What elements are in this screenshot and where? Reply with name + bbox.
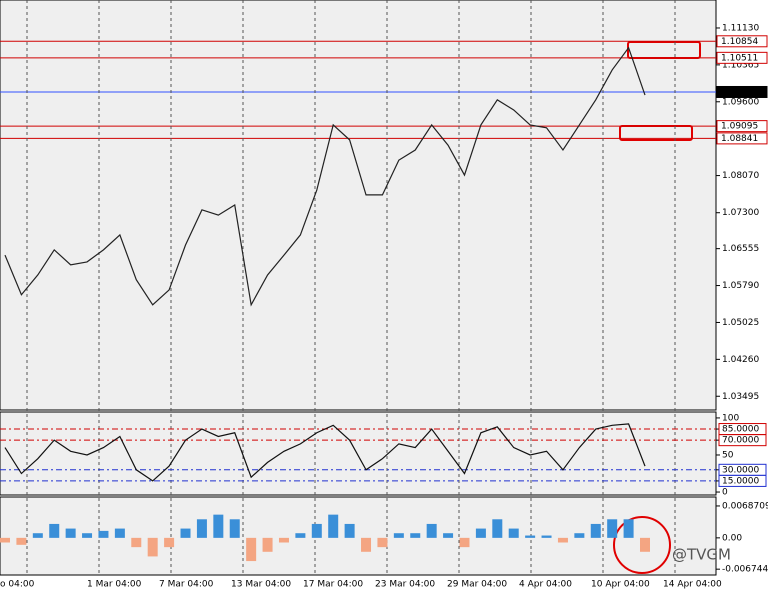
histogram-bar [262, 537, 273, 552]
y-tick-label: 1.09600 [722, 97, 759, 107]
watermark: @TVGM [672, 546, 731, 564]
y-tick-label: 1.03495 [722, 392, 759, 402]
histogram-bar [443, 533, 454, 538]
x-tick-label: 13 Mar 04:00 [231, 580, 291, 590]
histogram-bar [393, 533, 404, 538]
histogram-bar [196, 519, 207, 538]
x-tick-label: o 04:00 [0, 580, 35, 590]
y-tick-label: 1.11130 [722, 23, 759, 33]
y-tick-label: 30.0000 [722, 465, 759, 475]
histogram-bar [311, 523, 322, 538]
histogram-bar [426, 523, 437, 538]
y-tick-label: 100 [722, 413, 739, 423]
x-tick-label: 17 Mar 04:00 [303, 580, 363, 590]
level-label-box [716, 85, 768, 98]
y-tick-label: 0.00 [722, 533, 742, 543]
x-tick-label: 23 Mar 04:00 [375, 580, 435, 590]
histogram-bar [114, 528, 125, 538]
histogram-bar [49, 523, 60, 538]
annotation-circle [613, 516, 671, 574]
x-tick-label: 10 Apr 04:00 [591, 580, 650, 590]
line-series [4, 423, 646, 482]
y-tick-label: 15.0000 [722, 476, 759, 486]
histogram-bar [131, 537, 142, 548]
histogram-bar [623, 519, 634, 538]
histogram-bar [361, 537, 372, 552]
histogram-bar [459, 537, 470, 548]
level-label-box [716, 51, 768, 64]
histogram-bar [98, 530, 109, 538]
histogram-bar [213, 514, 224, 538]
y-tick-label: 1.06555 [722, 244, 759, 254]
x-tick-label: 7 Mar 04:00 [159, 580, 214, 590]
y-tick-label: 1.04260 [722, 355, 759, 365]
histogram-bar [640, 537, 650, 552]
y-tick-label: 70.0000 [722, 436, 759, 446]
x-tick-label: 1 Mar 04:00 [87, 580, 142, 590]
level-label-box [716, 35, 768, 48]
histogram-bar [557, 537, 568, 543]
histogram-bar [344, 523, 355, 538]
histogram-bar [65, 528, 76, 538]
histogram-bar [229, 519, 240, 538]
histogram-bar [574, 533, 585, 538]
y-tick-label: 1.05790 [722, 281, 759, 291]
level-label-box [718, 434, 767, 447]
level-label: 1.10511 [721, 53, 758, 63]
histogram-bar [147, 537, 158, 557]
level-label: 1.08841 [721, 134, 758, 144]
level-label: 1.10854 [721, 37, 758, 47]
line-series [4, 46, 646, 307]
histogram-bar [16, 537, 27, 545]
histogram-bar [278, 537, 289, 543]
level-label: 1.09095 [721, 122, 758, 132]
y-tick-label: 1.07300 [722, 208, 759, 218]
level-label-box [718, 474, 767, 487]
y-tick-label: 0 [722, 488, 728, 498]
histogram-bar [246, 537, 257, 562]
histogram-bar [82, 533, 93, 538]
y-tick-label: 85.0000 [722, 425, 759, 435]
histogram-bar [410, 533, 421, 538]
histogram-bar [492, 519, 503, 538]
histogram-bar [328, 514, 339, 538]
x-tick-label: 29 Mar 04:00 [447, 580, 507, 590]
histogram-bar [541, 535, 552, 538]
histogram-bar [508, 528, 519, 538]
histogram-bar [32, 533, 43, 538]
x-tick-label: 14 Apr 04:00 [663, 580, 722, 590]
x-tick-label: 4 Apr 04:00 [519, 580, 572, 590]
y-tick-label: 0.0068709 [722, 501, 768, 511]
level-label: 1.09803 [721, 87, 758, 97]
y-tick-label: 1.08070 [722, 171, 759, 181]
level-label-box [716, 132, 768, 145]
histogram-bar [590, 523, 601, 538]
histogram-bar [164, 537, 175, 548]
y-tick-label: -0.0067446 [722, 565, 768, 575]
histogram-bar [180, 528, 191, 538]
price-panel [0, 0, 717, 411]
rsi-panel [0, 411, 717, 496]
y-tick-label: 50 [722, 450, 734, 460]
y-tick-label: 1.10365 [722, 60, 759, 70]
level-label-box [716, 120, 768, 133]
histogram-bar [295, 533, 306, 538]
histogram-bar [607, 519, 618, 538]
y-tick-label: 1.05025 [722, 318, 759, 328]
histogram-bar [377, 537, 388, 548]
histogram-bar [525, 535, 536, 538]
histogram-bar [0, 537, 10, 543]
histogram-bar [475, 528, 486, 538]
